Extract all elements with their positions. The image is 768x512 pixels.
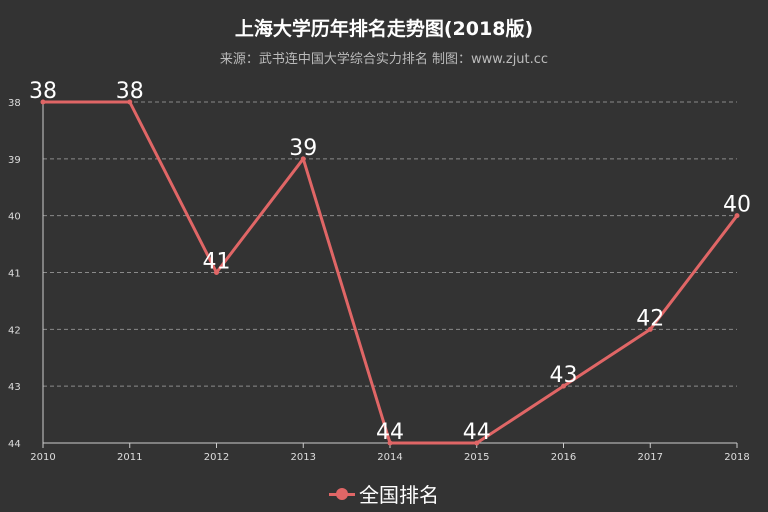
data-point: [474, 440, 480, 446]
data-label: 40: [723, 193, 751, 218]
legend-label: 全国排名: [359, 483, 439, 507]
x-tick-label: 2017: [638, 452, 663, 463]
x-tick-label: 2010: [30, 452, 55, 463]
data-point: [734, 213, 740, 219]
x-tick-label: 2015: [464, 452, 489, 463]
y-tick-label: 42: [8, 325, 21, 336]
x-tick-label: 2011: [117, 452, 142, 463]
data-label: 42: [636, 306, 664, 331]
grid-lines: [43, 101, 737, 387]
x-tick-label: 2016: [551, 452, 576, 463]
x-tick-label: 2012: [204, 452, 229, 463]
chart-subtitle: 来源：武书连中国大学综合实力排名 制图：www.zjut.cc: [219, 52, 549, 67]
data-point: [40, 99, 46, 105]
y-tick-label: 38: [8, 98, 21, 109]
y-tick-label: 43: [8, 382, 21, 393]
y-tick-label: 40: [8, 212, 21, 223]
legend[interactable]: 全国排名: [0, 479, 768, 508]
data-point: [387, 440, 393, 446]
data-label: 43: [550, 363, 578, 388]
y-tick-label: 44: [8, 439, 21, 450]
data-labels: 38 38 41 39 44 44 43 42 40: [29, 79, 751, 445]
data-point: [561, 383, 566, 389]
x-tick-label: 2013: [291, 452, 316, 463]
y-axis-ticks: 38 39 40 41 42 43 44: [8, 98, 21, 450]
data-label: 39: [289, 136, 317, 161]
legend-marker: [329, 487, 355, 501]
data-point: [300, 156, 306, 162]
data-point: [647, 326, 653, 332]
data-label: 41: [203, 250, 231, 275]
x-tick-label: 2018: [724, 452, 749, 463]
data-label: 44: [376, 420, 404, 445]
x-axis-ticks: 2010 2011 2012 2013 2014 2015 2016 2017 2018: [30, 443, 750, 463]
data-point: [127, 99, 133, 105]
y-tick-label: 41: [8, 269, 21, 280]
x-tick-label: 2014: [377, 452, 402, 463]
data-label: 44: [463, 420, 491, 445]
data-label: 38: [29, 79, 57, 104]
series-layer: [40, 99, 740, 446]
chart-title: 上海大学历年排名走势图(2018版): [234, 18, 534, 40]
data-point: [214, 270, 219, 275]
y-tick-label: 39: [8, 155, 21, 166]
data-label: 38: [116, 79, 144, 104]
